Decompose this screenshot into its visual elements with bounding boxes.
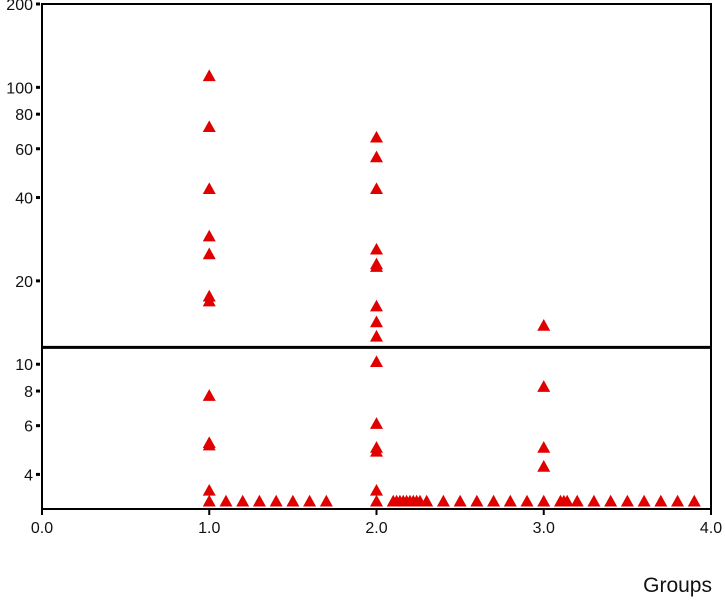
data-point bbox=[687, 494, 701, 507]
data-point bbox=[269, 494, 283, 507]
data-point bbox=[219, 494, 233, 507]
data-point bbox=[202, 247, 216, 260]
x-axis-label: Groups bbox=[643, 574, 712, 597]
data-point bbox=[286, 494, 300, 507]
data-point bbox=[487, 494, 501, 507]
y-tick-label: 6 bbox=[24, 419, 33, 436]
data-point bbox=[370, 130, 383, 143]
data-point bbox=[453, 494, 467, 507]
x-tick-label: 2.0 bbox=[365, 520, 387, 537]
y-tick-label: 200 bbox=[6, 0, 33, 14]
y-tick-label: 100 bbox=[6, 80, 33, 97]
plot-frame bbox=[41, 3, 712, 510]
data-point bbox=[587, 494, 601, 507]
data-point bbox=[537, 494, 551, 507]
data-point bbox=[436, 494, 450, 507]
data-point bbox=[319, 494, 333, 507]
y-tick-label: 40 bbox=[15, 191, 33, 208]
x-tick-label: 4.0 bbox=[700, 520, 722, 537]
data-point bbox=[537, 441, 551, 453]
y-tick-label: 10 bbox=[15, 357, 33, 374]
data-point bbox=[671, 494, 685, 507]
data-point bbox=[303, 494, 317, 507]
data-point bbox=[252, 494, 266, 507]
data-point bbox=[370, 242, 383, 255]
data-point bbox=[202, 483, 216, 496]
data-point bbox=[236, 494, 250, 507]
y-tick-label: 4 bbox=[24, 467, 33, 484]
y-tick-label: 60 bbox=[15, 142, 33, 159]
data-point bbox=[370, 355, 383, 368]
data-point bbox=[370, 329, 383, 342]
y-tick-label: 20 bbox=[15, 274, 33, 291]
data-point bbox=[370, 299, 383, 312]
data-point bbox=[202, 438, 216, 451]
data-point bbox=[537, 318, 551, 331]
data-point bbox=[620, 494, 634, 507]
data-point bbox=[202, 120, 216, 133]
data-point bbox=[370, 417, 383, 429]
data-point bbox=[370, 150, 383, 163]
data-point bbox=[202, 229, 216, 242]
data-point bbox=[202, 389, 216, 401]
data-point bbox=[503, 494, 517, 507]
data-point bbox=[420, 494, 434, 507]
y-tick-label: 8 bbox=[24, 384, 33, 401]
data-point bbox=[537, 380, 551, 392]
x-tick-label: 1.0 bbox=[198, 520, 220, 537]
y-tick-label: 80 bbox=[15, 107, 33, 124]
data-point bbox=[654, 494, 668, 507]
data-point bbox=[202, 69, 216, 82]
data-point bbox=[560, 494, 574, 507]
data-point bbox=[202, 182, 216, 195]
data-point bbox=[370, 182, 383, 195]
data-point bbox=[604, 494, 618, 507]
data-point bbox=[520, 494, 534, 507]
data-point bbox=[537, 460, 551, 472]
data-point bbox=[370, 260, 383, 272]
data-point bbox=[637, 494, 651, 507]
data-point bbox=[370, 483, 383, 496]
data-point bbox=[370, 444, 383, 457]
x-tick-label: 0.0 bbox=[31, 520, 53, 537]
data-point bbox=[370, 315, 383, 328]
data-point bbox=[202, 294, 216, 307]
data-point bbox=[570, 494, 584, 507]
x-tick-label: 3.0 bbox=[533, 520, 555, 537]
data-point bbox=[470, 494, 484, 507]
data-point bbox=[370, 494, 383, 507]
data-point bbox=[202, 494, 216, 507]
